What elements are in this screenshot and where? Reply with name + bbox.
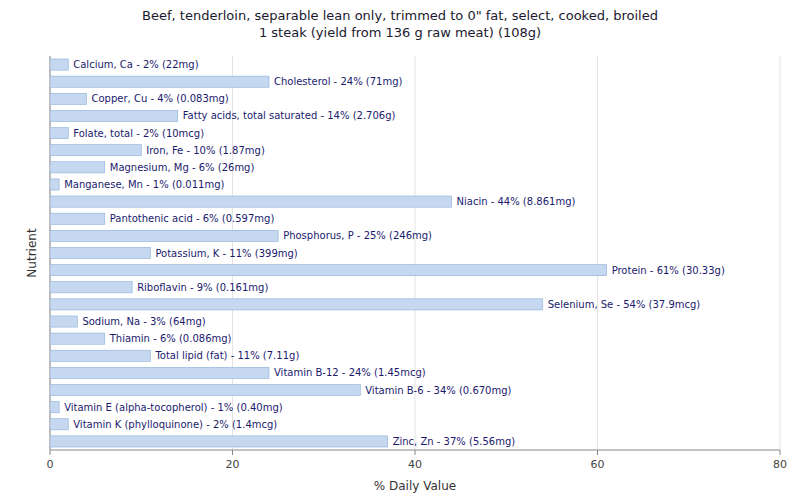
bar-label: Phosphorus, P - 25% (246mg) xyxy=(283,230,432,241)
bars xyxy=(50,59,607,447)
bar-label: Pantothenic acid - 6% (0.597mg) xyxy=(110,213,275,224)
bar xyxy=(50,196,452,207)
chart-svg: Beef, tenderloin, separable lean only, t… xyxy=(0,0,800,500)
x-tick xyxy=(415,450,416,455)
x-tick-label: 60 xyxy=(591,458,605,471)
bar xyxy=(50,299,543,310)
bar xyxy=(50,265,607,276)
bar xyxy=(50,213,105,224)
bar xyxy=(50,402,59,413)
bar xyxy=(50,333,105,344)
bar-label: Niacin - 44% (8.861mg) xyxy=(457,196,576,207)
bar-label: Folate, total - 2% (10mcg) xyxy=(73,128,204,139)
grid-line xyxy=(780,56,781,450)
x-tick xyxy=(597,450,598,455)
bar-label: Riboflavin - 9% (0.161mg) xyxy=(137,282,268,293)
bar xyxy=(50,384,360,395)
x-tick-label: 40 xyxy=(408,458,422,471)
grid-line xyxy=(597,56,598,450)
x-tick-label: 0 xyxy=(47,458,54,471)
bar xyxy=(50,93,87,104)
bar xyxy=(50,162,105,173)
chart-container: Beef, tenderloin, separable lean only, t… xyxy=(0,0,800,500)
bar xyxy=(50,59,68,70)
bar-label: Zinc, Zn - 37% (5.56mg) xyxy=(393,436,516,447)
bar xyxy=(50,128,68,139)
x-axis: 0 20 40 60 80 xyxy=(47,450,788,471)
bar xyxy=(50,179,59,190)
bar xyxy=(50,436,388,447)
bar xyxy=(50,110,178,121)
bar-label: Fatty acids, total saturated - 14% (2.70… xyxy=(183,110,396,121)
x-tick xyxy=(780,450,781,455)
bar xyxy=(50,230,278,241)
x-axis-line xyxy=(50,450,780,451)
background xyxy=(0,0,800,500)
bar-label: Calcium, Ca - 2% (22mg) xyxy=(73,59,198,70)
x-tick xyxy=(232,450,233,455)
bar-label: Iron, Fe - 10% (1.87mg) xyxy=(146,145,265,156)
bar-label: Protein - 61% (30.33g) xyxy=(612,265,725,276)
bar xyxy=(50,316,77,327)
x-axis-label: % Daily Value xyxy=(374,479,456,493)
bar-label: Magnesium, Mg - 6% (26mg) xyxy=(110,162,255,173)
bar-label: Selenium, Se - 54% (37.9mcg) xyxy=(548,299,701,310)
x-tick-label: 80 xyxy=(773,458,787,471)
bar-label: Potassium, K - 11% (399mg) xyxy=(155,248,297,259)
bar-label: Vitamin B-6 - 34% (0.670mg) xyxy=(365,385,511,396)
y-axis-label: Nutrient xyxy=(25,228,39,278)
bar xyxy=(50,282,132,293)
x-tick xyxy=(50,450,51,455)
x-tick-label: 20 xyxy=(226,458,240,471)
bar xyxy=(50,367,269,378)
bar-label: Vitamin E (alpha-tocopherol) - 1% (0.40m… xyxy=(64,402,283,413)
bar-label: Vitamin B-12 - 24% (1.45mcg) xyxy=(274,367,426,378)
title-line: Beef, tenderloin, separable lean only, t… xyxy=(142,8,658,23)
bar xyxy=(50,145,141,156)
bar-label: Total lipid (fat) - 11% (7.11g) xyxy=(154,350,299,361)
bar-label: Sodium, Na - 3% (64mg) xyxy=(82,316,205,327)
bar xyxy=(50,350,150,361)
grid xyxy=(50,56,780,450)
bar xyxy=(50,247,150,258)
bar-label: Vitamin K (phylloquinone) - 2% (1.4mcg) xyxy=(73,419,277,430)
title-line: 1 steak (yield from 136 g raw meat) (108… xyxy=(259,25,541,40)
bar xyxy=(50,419,68,430)
bar-label: Thiamin - 6% (0.086mg) xyxy=(109,333,232,344)
bar-label: Manganese, Mn - 1% (0.011mg) xyxy=(64,179,224,190)
bar-label: Cholesterol - 24% (71mg) xyxy=(274,76,403,87)
bar-label: Copper, Cu - 4% (0.083mg) xyxy=(92,93,229,104)
bar-labels: Calcium, Ca - 2% (22mg) Cholesterol - 24%… xyxy=(64,59,725,447)
bar xyxy=(50,76,269,87)
title: Beef, tenderloin, separable lean only, t… xyxy=(142,8,658,40)
